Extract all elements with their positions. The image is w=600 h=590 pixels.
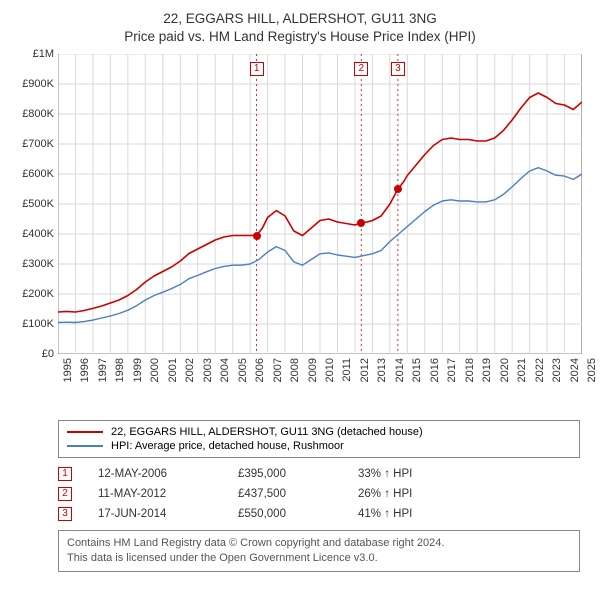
title-block: 22, EGGARS HILL, ALDERSHOT, GU11 3NG Pri… xyxy=(14,10,586,46)
x-tick-label: 2014 xyxy=(394,358,406,382)
x-tick-label: 2003 xyxy=(202,358,214,382)
x-tick-label: 2012 xyxy=(359,358,371,382)
y-tick-label: £700K xyxy=(22,138,54,150)
sale-marker-dot xyxy=(357,219,365,227)
title-line-1: 22, EGGARS HILL, ALDERSHOT, GU11 3NG xyxy=(14,10,586,28)
x-tick-label: 1996 xyxy=(79,358,91,382)
attribution-line-2: This data is licensed under the Open Gov… xyxy=(67,551,571,566)
sale-delta: 26% ↑ HPI xyxy=(358,488,580,500)
y-axis: £0£100K£200K£300K£400K£500K£600K£700K£80… xyxy=(14,54,56,354)
x-tick-label: 1997 xyxy=(97,358,109,382)
y-tick-label: £300K xyxy=(22,258,54,270)
sales-table-row: 3 17-JUN-2014£550,00041% ↑ HPI xyxy=(58,504,580,524)
y-tick-label: £600K xyxy=(22,168,54,180)
chart: £0 £100K £200K £300K £400K £500K £600K £700K £80… xyxy=(14,54,586,414)
sale-price: £437,500 xyxy=(238,488,358,500)
legend-swatch xyxy=(67,445,103,447)
sale-marker-dot xyxy=(253,232,261,240)
x-tick-label: 2007 xyxy=(272,358,284,382)
x-tick-label: 2022 xyxy=(534,358,546,382)
sale-price: £395,000 xyxy=(238,468,358,480)
legend-swatch xyxy=(67,431,103,433)
x-tick-label: 1995 xyxy=(62,358,74,382)
sale-date: 12-MAY-2006 xyxy=(98,468,238,480)
x-tick-label: 2013 xyxy=(376,358,388,382)
sale-marker-box: 2 xyxy=(354,62,368,76)
plot-area: 1 2 3 xyxy=(58,54,582,354)
sale-date: 11-MAY-2012 xyxy=(98,488,238,500)
y-tick-label: £500K xyxy=(22,198,54,210)
y-tick-label: £800K xyxy=(22,108,54,120)
y-tick-label: £900K xyxy=(22,78,54,90)
sale-date: 17-JUN-2014 xyxy=(98,508,238,520)
x-tick-label: 2018 xyxy=(464,358,476,382)
y-tick-label: £400K xyxy=(22,228,54,240)
legend-row: HPI: Average price, detached house, Rush… xyxy=(67,439,571,453)
sale-marker-box: 3 xyxy=(391,62,405,76)
sale-marker-box: 1 xyxy=(58,467,72,481)
x-tick-label: 1999 xyxy=(132,358,144,382)
x-tick-label: 2023 xyxy=(551,358,563,382)
sale-marker-dot xyxy=(394,185,402,193)
sale-marker-box: 3 xyxy=(58,507,72,521)
attribution: Contains HM Land Registry data © Crown c… xyxy=(58,530,580,572)
sale-marker-box: 1 xyxy=(250,62,264,76)
sale-delta: 41% ↑ HPI xyxy=(358,508,580,520)
x-axis: 1995 1996 1997 1998 1999 2000 2001 2002 2003 2004… xyxy=(58,356,582,414)
sale-delta: 33% ↑ HPI xyxy=(358,468,580,480)
attribution-line-1: Contains HM Land Registry data © Crown c… xyxy=(67,536,571,551)
x-tick-label: 2005 xyxy=(237,358,249,382)
sale-marker-box: 2 xyxy=(58,487,72,501)
y-tick-label: £100K xyxy=(22,318,54,330)
legend: 22, EGGARS HILL, ALDERSHOT, GU11 3NG (de… xyxy=(58,420,580,458)
y-tick-label: £200K xyxy=(22,288,54,300)
x-tick-label: 2001 xyxy=(167,358,179,382)
x-tick-label: 2004 xyxy=(219,358,231,382)
x-tick-label: 2006 xyxy=(254,358,266,382)
title-line-2: Price paid vs. HM Land Registry's House … xyxy=(14,28,586,46)
x-tick-label: 2021 xyxy=(516,358,528,382)
x-tick-label: 2020 xyxy=(499,358,511,382)
x-tick-label: 2019 xyxy=(481,358,493,382)
sale-price: £550,000 xyxy=(238,508,358,520)
x-tick-label: 2017 xyxy=(446,358,458,382)
chart-container: 22, EGGARS HILL, ALDERSHOT, GU11 3NG Pri… xyxy=(0,0,600,582)
legend-label: HPI: Average price, detached house, Rush… xyxy=(111,440,344,452)
x-tick-label: 1998 xyxy=(114,358,126,382)
x-tick-label: 2008 xyxy=(289,358,301,382)
x-tick-label: 2025 xyxy=(586,358,598,382)
y-tick-label: £1M xyxy=(33,48,54,60)
x-tick-label: 2002 xyxy=(184,358,196,382)
x-tick-label: 2010 xyxy=(324,358,336,382)
x-tick-label: 2000 xyxy=(149,358,161,382)
sales-table: 1 12-MAY-2006£395,00033% ↑ HPI 2 11-MAY-201… xyxy=(58,464,580,524)
x-tick-label: 2009 xyxy=(307,358,319,382)
legend-row: 22, EGGARS HILL, ALDERSHOT, GU11 3NG (de… xyxy=(67,425,571,439)
legend-label: 22, EGGARS HILL, ALDERSHOT, GU11 3NG (de… xyxy=(111,426,423,438)
x-tick-label: 2011 xyxy=(341,358,353,382)
sales-table-row: 2 11-MAY-2012£437,50026% ↑ HPI xyxy=(58,484,580,504)
x-tick-label: 2024 xyxy=(569,358,581,382)
sales-table-row: 1 12-MAY-2006£395,00033% ↑ HPI xyxy=(58,464,580,484)
x-tick-label: 2015 xyxy=(411,358,423,382)
y-tick-label: £0 xyxy=(42,348,54,360)
x-tick-label: 2016 xyxy=(429,358,441,382)
